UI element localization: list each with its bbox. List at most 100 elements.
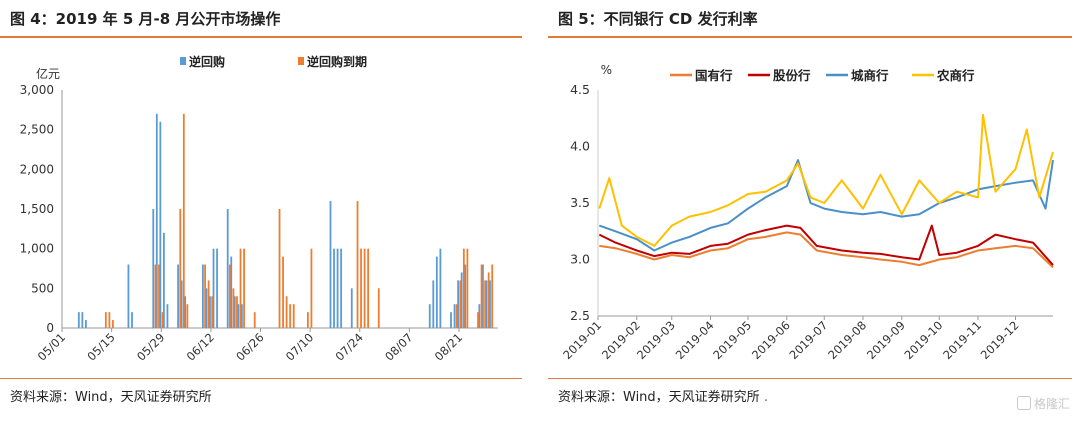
bar — [240, 304, 243, 328]
x-tick-label: 08/07 — [382, 330, 415, 363]
bar — [428, 304, 431, 328]
bar — [478, 304, 481, 328]
x-tick-label: 2019-01 — [560, 318, 604, 362]
x-tick-label: 2019-05 — [710, 318, 754, 362]
x-tick-label: 2019-07 — [786, 318, 830, 362]
bar — [201, 264, 204, 328]
bar — [356, 201, 359, 328]
y-tick-label: 500 — [31, 281, 54, 295]
bar — [104, 312, 107, 328]
legend-label: 逆回购到期 — [307, 54, 367, 69]
x-tick-label: 08/21 — [432, 330, 465, 363]
y-tick-label: 1,000 — [20, 242, 54, 256]
left-chart-panel: 图 4：2019 年 5 月-8 月公开市场操作 亿元 0 500 1,000 1,50… — [0, 0, 530, 422]
x-tick-label: 2019-09 — [864, 318, 908, 362]
bar — [360, 248, 362, 328]
bar — [230, 256, 233, 328]
bar — [466, 248, 469, 328]
bar — [480, 264, 483, 328]
source-mark: . — [763, 390, 768, 405]
bar — [306, 312, 309, 328]
bar — [464, 264, 467, 328]
x-tick-label: 2019-08 — [825, 318, 869, 362]
y-tick-label: 4.5 — [570, 82, 590, 97]
bar — [226, 209, 229, 328]
bar — [336, 248, 339, 328]
bar — [154, 264, 157, 328]
bar — [204, 264, 206, 328]
bar — [489, 280, 491, 328]
source-divider — [0, 378, 522, 379]
x-tick-label: 2019-11 — [940, 318, 984, 362]
bar — [161, 312, 164, 328]
bar — [216, 248, 218, 328]
y-tick-label: 2,500 — [20, 123, 54, 137]
bar — [289, 304, 292, 328]
legend-label: 国有行 — [695, 68, 733, 83]
bar — [455, 304, 458, 328]
bar — [243, 248, 245, 328]
y-tick-label: 2,000 — [20, 162, 54, 176]
bar — [282, 256, 284, 328]
x-tick-label: 2019-03 — [634, 318, 678, 362]
y-tick-label: 0 — [46, 321, 54, 335]
bar — [292, 304, 295, 328]
series-line — [598, 224, 1054, 266]
bar — [211, 296, 214, 328]
bar — [450, 312, 452, 328]
bar — [477, 312, 479, 328]
x-tick-label: 05/15 — [84, 330, 117, 363]
bar — [184, 296, 187, 328]
bar — [236, 296, 238, 328]
title-divider — [0, 36, 522, 38]
bar — [205, 288, 208, 328]
bar — [485, 280, 488, 328]
bar — [81, 312, 84, 328]
bar — [108, 312, 111, 328]
bar — [127, 264, 130, 328]
bar — [439, 248, 442, 328]
y-axis-unit: 亿元 — [36, 66, 60, 81]
y-tick-label: 1,500 — [20, 202, 54, 216]
y-tick-label: 3,000 — [20, 83, 54, 97]
bar — [462, 248, 465, 328]
legend-label: 股份行 — [773, 68, 811, 83]
bar — [457, 280, 460, 328]
y-tick-label: 4.0 — [570, 139, 590, 154]
legend-swatch — [298, 57, 304, 65]
x-tick-label: 06/26 — [233, 330, 266, 363]
bar — [367, 248, 370, 328]
bar — [229, 264, 231, 328]
bar — [278, 209, 281, 328]
x-tick-label: 2019-12 — [978, 318, 1022, 362]
bar — [233, 296, 236, 328]
chart-title: 图 5：不同银行 CD 发行利率 — [558, 10, 758, 28]
x-tick-label: 07/10 — [283, 330, 316, 363]
x-tick-label: 06/12 — [184, 330, 217, 363]
y-tick-label: 3.5 — [570, 195, 590, 210]
bar — [350, 288, 353, 328]
series-line — [598, 113, 1054, 247]
bar — [186, 304, 189, 328]
bar — [363, 248, 366, 328]
y-tick-label: 3.0 — [570, 252, 590, 267]
source-note: 资料来源：Wind，天风证券研究所 — [10, 390, 212, 405]
bar — [239, 248, 242, 328]
title-divider — [548, 36, 1072, 38]
bar — [459, 280, 462, 328]
bar — [487, 272, 490, 328]
bar — [179, 209, 182, 328]
bar — [155, 113, 158, 328]
bar — [159, 121, 162, 328]
bar — [131, 312, 133, 328]
bar — [152, 209, 155, 328]
bar — [432, 280, 435, 328]
logo-g-icon — [1016, 396, 1031, 410]
bar — [112, 320, 114, 328]
bar — [85, 320, 87, 328]
x-tick-label: 05/29 — [134, 330, 167, 363]
bar — [237, 304, 240, 328]
bar — [377, 288, 380, 328]
bar — [232, 288, 235, 328]
bar — [453, 304, 456, 328]
